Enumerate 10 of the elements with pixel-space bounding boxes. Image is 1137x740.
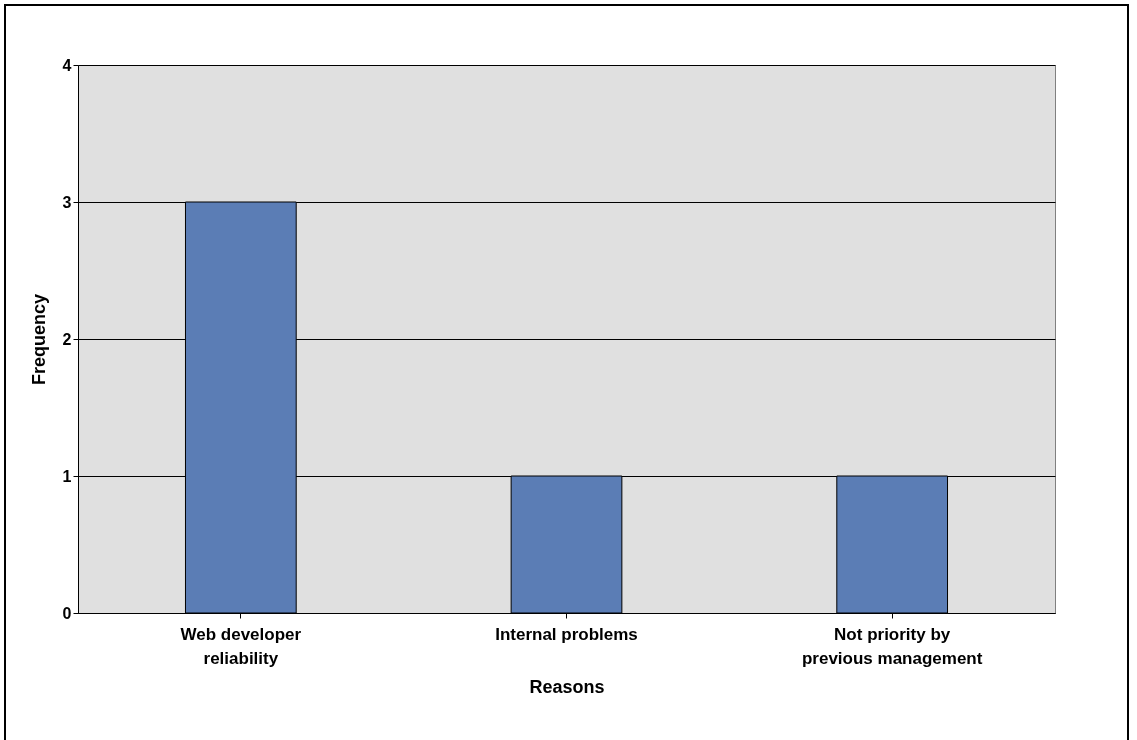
x-axis-title: Reasons	[529, 676, 605, 697]
y-tick-label: 0	[62, 604, 72, 622]
x-tick-label: Web developer reliability	[180, 624, 302, 668]
y-axis-title: Frequency	[28, 293, 49, 386]
y-tick-label: 4	[62, 56, 72, 74]
x-tick-label: Not priority by previous management	[801, 624, 983, 668]
y-tick-label: 1	[62, 467, 72, 485]
y-tick-label: 3	[62, 193, 72, 211]
x-tick-label: Internal problems	[495, 624, 638, 644]
y-tick-label: 2	[62, 330, 72, 348]
